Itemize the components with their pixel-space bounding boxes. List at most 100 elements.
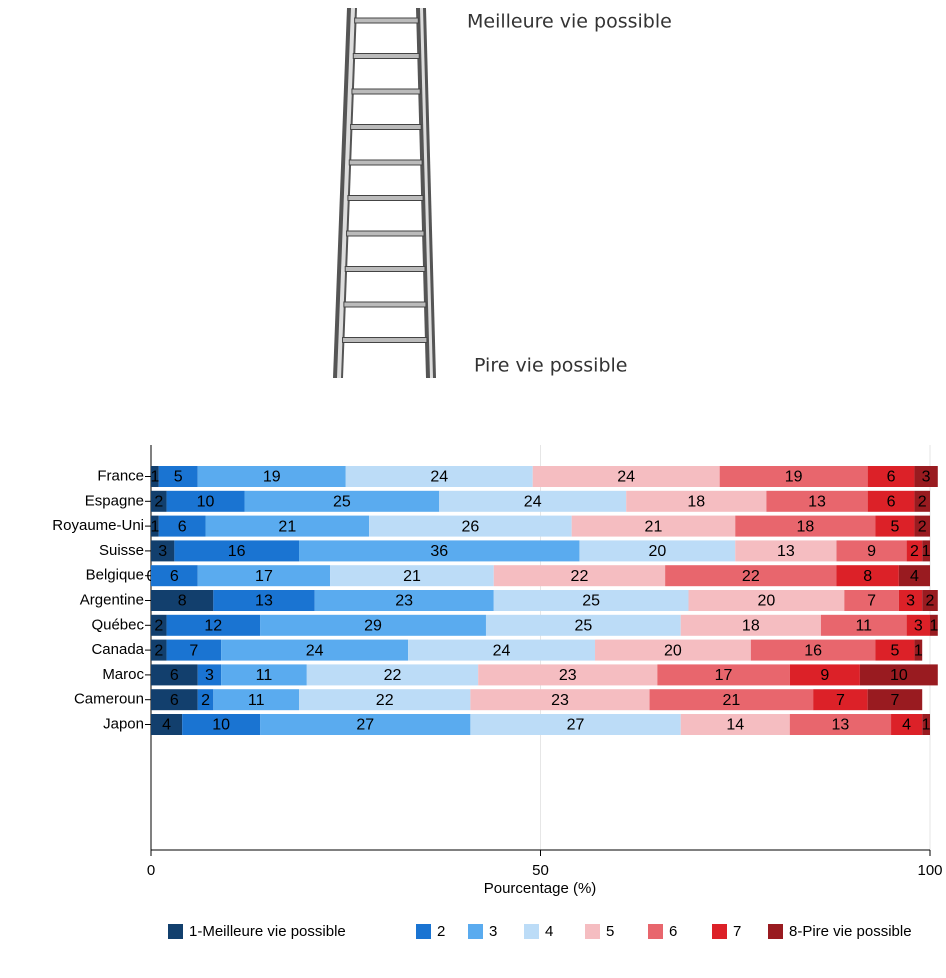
data-label: 27 xyxy=(356,717,374,734)
data-label: 22 xyxy=(742,568,760,585)
bar-segment xyxy=(151,714,183,735)
ladder-rungs xyxy=(342,17,428,343)
data-label: 5 xyxy=(174,469,183,486)
data-label: 25 xyxy=(582,593,600,610)
data-label: 21 xyxy=(278,518,296,535)
bar-segment xyxy=(836,540,907,562)
bar-segment xyxy=(197,664,222,686)
data-label: 4 xyxy=(910,568,919,585)
x-tick-label: 50 xyxy=(532,862,549,879)
data-label: 11 xyxy=(855,618,872,635)
bar-segment xyxy=(859,664,938,686)
ladder-bottom-label: Pire vie possible xyxy=(474,355,627,377)
bar-segment xyxy=(151,614,167,636)
data-label: 7 xyxy=(867,593,876,610)
bar-segment xyxy=(867,490,915,512)
bar-segment xyxy=(197,466,346,487)
data-label: 6 xyxy=(170,667,179,684)
legend-swatch xyxy=(168,924,183,939)
data-label: 11 xyxy=(256,667,273,684)
bar-segment xyxy=(735,540,837,562)
data-label: 19 xyxy=(263,469,281,486)
bar-segment xyxy=(665,565,837,587)
ladder-rung xyxy=(354,17,419,24)
bar-segment xyxy=(680,714,790,735)
data-label: 24 xyxy=(493,642,511,659)
data-label: 6 xyxy=(887,469,896,486)
data-label: 4 xyxy=(162,717,171,734)
data-label: 12 xyxy=(204,618,222,635)
bar-segment xyxy=(595,639,751,661)
bar-segment xyxy=(820,614,907,636)
y-tick-label: Suisse xyxy=(99,542,144,559)
bar-segment xyxy=(213,689,300,711)
ladder-top-label: Meilleure vie possible xyxy=(467,11,672,33)
bar-segment xyxy=(789,714,892,735)
data-label: 21 xyxy=(722,692,740,709)
bar-segment xyxy=(914,490,930,512)
data-label: 2 xyxy=(918,494,927,511)
bar-segment xyxy=(914,466,938,487)
data-label: 8 xyxy=(178,593,187,610)
data-label: 2 xyxy=(201,692,210,709)
bar-segment xyxy=(914,639,923,661)
bar-segment xyxy=(789,664,860,686)
data-label: 24 xyxy=(306,642,324,659)
data-label: 6 xyxy=(887,494,896,511)
data-label: 29 xyxy=(364,618,382,635)
bar-segment xyxy=(151,664,198,686)
bar-segment xyxy=(408,639,596,661)
ladder-rung xyxy=(344,266,426,272)
bar-segment xyxy=(182,714,261,735)
legend-swatch xyxy=(416,924,431,939)
y-tick-label: Argentine xyxy=(80,591,144,608)
bar-segment xyxy=(922,590,938,611)
data-label: 24 xyxy=(617,469,635,486)
data-label: 10 xyxy=(890,667,908,684)
bar-segment xyxy=(158,466,198,487)
bar-segment xyxy=(244,490,440,512)
data-label: 2 xyxy=(154,494,163,511)
legend-swatch xyxy=(468,924,483,939)
bar-segment xyxy=(922,540,930,562)
data-label: 6 xyxy=(170,692,179,709)
data-label: 20 xyxy=(758,593,776,610)
bar-segment xyxy=(221,639,409,661)
bar-segment xyxy=(221,664,307,686)
bar-segment xyxy=(657,664,790,686)
y-tick-label: Maroc xyxy=(102,666,144,683)
ladder-rung xyxy=(348,159,423,166)
bar-segment xyxy=(151,490,167,512)
data-label: 13 xyxy=(255,593,273,610)
bar-segment xyxy=(906,614,930,636)
y-tick-label: Japon xyxy=(103,715,144,732)
bar-segment xyxy=(151,639,167,661)
legend-label: 3 xyxy=(489,923,497,940)
data-label: 13 xyxy=(777,543,795,560)
bar-segment xyxy=(470,689,650,711)
bar-segment xyxy=(151,540,175,562)
ladder-rung xyxy=(342,337,428,343)
bar-segment xyxy=(260,714,471,735)
data-label: 13 xyxy=(808,494,826,511)
data-label: 2 xyxy=(910,543,919,560)
bar-segment xyxy=(299,689,471,711)
ladder-rung xyxy=(352,53,420,59)
bar-segment xyxy=(151,466,159,487)
legend-label: 7 xyxy=(733,923,741,940)
data-label: 22 xyxy=(376,692,394,709)
data-label: 20 xyxy=(648,543,666,560)
bar-segment xyxy=(330,565,494,587)
data-label: 1 xyxy=(150,518,159,535)
bar-segment xyxy=(898,590,923,611)
data-label: 16 xyxy=(228,543,246,560)
bar-segment xyxy=(680,614,821,636)
data-label: 8 xyxy=(863,568,872,585)
legend-swatch xyxy=(648,924,663,939)
bar-segment xyxy=(439,490,627,512)
bar-segment xyxy=(205,515,370,537)
bar-segment xyxy=(930,614,938,636)
data-label: 23 xyxy=(395,593,413,610)
data-label: 36 xyxy=(430,543,448,560)
